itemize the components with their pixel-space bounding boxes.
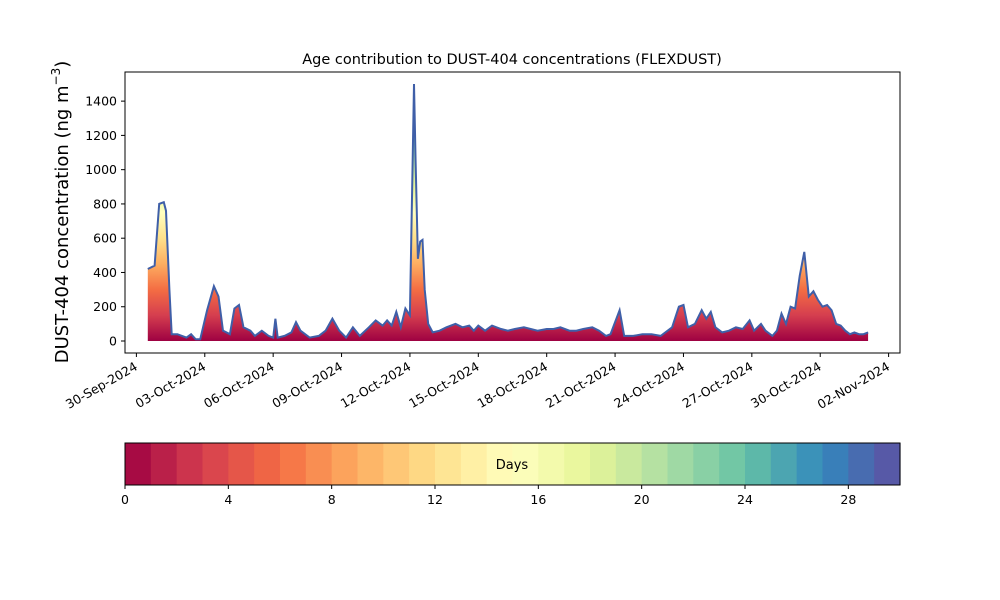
- colorbar-bin: [305, 443, 333, 485]
- colorbar-tick-label: 12: [427, 492, 443, 507]
- x-tick-label: 02-Nov-2024: [815, 359, 893, 412]
- y-tick-label: 1200: [85, 128, 117, 143]
- colorbar-tick-label: 28: [840, 492, 856, 507]
- colorbar-label: Days: [496, 458, 529, 473]
- colorbar-bin: [822, 443, 849, 485]
- colorbar-bin: [486, 443, 514, 485]
- x-tick-label: 27-Oct-2024: [680, 359, 756, 411]
- colorbar-tick-label: 16: [530, 492, 546, 507]
- age-stack-area: [147, 84, 869, 342]
- colorbar-bin: [357, 443, 384, 485]
- colorbar-bin: [564, 443, 591, 485]
- x-tick-label: 21-Oct-2024: [543, 359, 619, 411]
- colorbar-tick-label: 0: [121, 492, 129, 507]
- x-axis: 30-Sep-202403-Oct-202406-Oct-202409-Oct-…: [63, 353, 892, 412]
- colorbar-bin: [202, 443, 229, 485]
- colorbar-bin: [512, 443, 539, 485]
- plot-frame: [124, 71, 901, 354]
- colorbar-bin: [435, 443, 462, 485]
- colorbar-bin: [719, 443, 746, 485]
- y-tick-label: 1000: [85, 162, 117, 177]
- x-tick-label: 18-Oct-2024: [475, 359, 551, 411]
- colorbar-bin: [383, 443, 410, 485]
- colorbar-tick-label: 8: [328, 492, 336, 507]
- colorbar-bin: [615, 443, 643, 485]
- colorbar-bin: [228, 443, 255, 485]
- y-tick-label: 400: [93, 265, 117, 280]
- colorbar-bin: [745, 443, 772, 485]
- colorbar-bin: [460, 443, 488, 485]
- chart-title: Age contribution to DUST-404 concentrati…: [302, 52, 722, 68]
- y-axis-label-main: DUST-404 concentration (ng m: [52, 85, 73, 363]
- colorbar-bin: [125, 443, 152, 485]
- colorbar-tick-label: 24: [737, 492, 753, 507]
- x-tick-label: 30-Sep-2024: [63, 359, 140, 412]
- colorbar-tick-label: 4: [224, 492, 232, 507]
- colorbar-bin: [874, 443, 901, 485]
- colorbar-bin: [331, 443, 359, 485]
- colorbar-bin: [254, 443, 281, 485]
- colorbar-bin: [693, 443, 720, 485]
- colorbar-bin: [409, 443, 436, 485]
- y-axis-label-close: ): [52, 61, 73, 68]
- colorbar-bin: [590, 443, 617, 485]
- x-tick-label: 09-Oct-2024: [269, 359, 345, 411]
- colorbar-bin: [150, 443, 178, 485]
- x-tick-label: 06-Oct-2024: [201, 359, 277, 411]
- colorbar-axis: 0 4 8 12 16 20 24 28: [121, 485, 856, 507]
- y-tick-label: 800: [93, 196, 117, 211]
- x-tick-label: 03-Oct-2024: [133, 359, 209, 411]
- x-tick-label: 30-Oct-2024: [748, 359, 824, 411]
- x-tick-label: 15-Oct-2024: [406, 359, 482, 411]
- total-concentration-line: [147, 83, 869, 341]
- colorbar-bin: [667, 443, 694, 485]
- colorbar-bin: [176, 443, 204, 485]
- y-axis: 0 200 400 600 800 1000 1200 1400: [85, 94, 125, 349]
- colorbar-bin: [848, 443, 875, 485]
- colorbar: [125, 443, 901, 485]
- y-axis-label-exponent: −3: [49, 68, 63, 86]
- colorbar-bin: [538, 443, 565, 485]
- colorbar-tick-label: 20: [634, 492, 650, 507]
- colorbar-bin: [796, 443, 824, 485]
- colorbar-bin: [280, 443, 307, 485]
- stacked-area-layer: [147, 83, 869, 342]
- colorbar-bin: [770, 443, 798, 485]
- colorbar-frame: [124, 442, 901, 486]
- colorbar-bin: [641, 443, 669, 485]
- y-axis-label: DUST-404 concentration (ng m−3): [49, 61, 73, 364]
- x-tick-label: 24-Oct-2024: [611, 359, 687, 411]
- y-tick-label: 1400: [85, 94, 117, 109]
- y-tick-label: 0: [109, 334, 117, 349]
- y-tick-label: 200: [93, 299, 117, 314]
- y-tick-label: 600: [93, 231, 117, 246]
- x-tick-label: 12-Oct-2024: [338, 359, 414, 411]
